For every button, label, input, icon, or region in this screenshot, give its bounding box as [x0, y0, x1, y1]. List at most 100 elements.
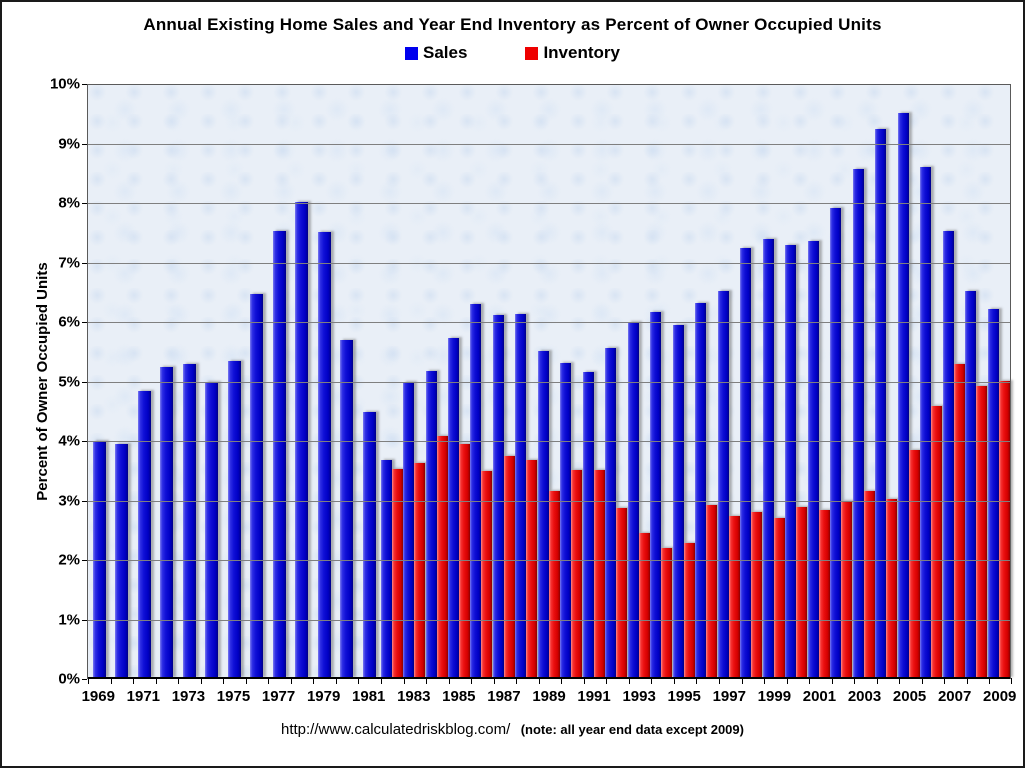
- bar-sales-2006: [920, 166, 932, 678]
- x-tick-19: [516, 678, 518, 684]
- x-tick-1: [110, 678, 112, 684]
- bar-sales-1982: [380, 460, 392, 678]
- legend: Sales Inventory: [2, 43, 1023, 63]
- x-tick-label-1985: 1985: [442, 688, 476, 705]
- year-slot-1990: [560, 85, 583, 678]
- x-tick-9: [290, 678, 292, 684]
- year-slot-2007: [942, 85, 965, 678]
- bar-sales-1979: [317, 231, 331, 678]
- x-tick-32: [809, 678, 811, 684]
- x-tick-15: [426, 678, 428, 684]
- year-slot-1986: [470, 85, 493, 678]
- year-slot-1974: [200, 85, 222, 678]
- bar-sales-1998: [740, 247, 752, 678]
- x-tick-label-1989: 1989: [532, 688, 566, 705]
- x-tick-27: [696, 678, 698, 684]
- bar-sales-1996: [695, 302, 707, 678]
- x-tick-39: [966, 678, 968, 684]
- gridline-5pct: [88, 382, 1010, 383]
- bar-inventory-2008: [976, 385, 988, 678]
- x-tick-label-1973: 1973: [171, 688, 206, 705]
- x-axis-tick-labels: 1969 1971 1973 1975 1977 1979 1981 1983 1985 1987…: [82, 688, 1017, 708]
- bar-inventory-1995: [683, 542, 695, 678]
- x-tick-11: [335, 678, 337, 684]
- x-tick-2: [133, 678, 135, 684]
- x-tick-0: [88, 678, 89, 684]
- y-tick-9: [82, 144, 87, 145]
- bar-inventory-1997: [728, 515, 740, 678]
- year-slot-1998: [740, 85, 763, 678]
- x-tick-26: [673, 678, 675, 684]
- inventory-swatch-icon: [525, 46, 539, 60]
- bar-inventory-1993: [638, 533, 650, 678]
- x-tick-16: [448, 678, 450, 684]
- x-tick-4: [178, 678, 180, 684]
- gridline-6pct: [88, 322, 1010, 323]
- gridline-3pct: [88, 501, 1010, 502]
- bar-sales-2008: [965, 291, 977, 678]
- x-tick-label-2007: 2007: [937, 688, 972, 705]
- x-tick-8: [268, 678, 270, 684]
- year-slot-1976: [245, 85, 267, 678]
- bar-sales-2009: [987, 308, 999, 678]
- y-tick-3: [82, 501, 87, 502]
- year-slot-1978: [290, 85, 312, 678]
- year-slot-1979: [313, 85, 335, 678]
- y-tick-label-2: 2%: [58, 551, 80, 569]
- year-slot-2009: [987, 85, 1010, 678]
- y-tick-label-9: 9%: [58, 135, 80, 153]
- bar-inventory-1996: [706, 505, 718, 678]
- year-slot-1988: [515, 85, 538, 678]
- x-tick-label-1997: 1997: [712, 688, 746, 705]
- x-tick-3: [155, 678, 157, 684]
- bar-sales-2002: [830, 207, 842, 678]
- bar-inventory-1994: [661, 548, 673, 678]
- year-slot-1980: [335, 85, 357, 678]
- x-tick-13: [380, 678, 382, 684]
- chart-footer: http://www.calculatedriskblog.com/ (note…: [2, 721, 1023, 739]
- bar-sales-1980: [340, 340, 354, 678]
- x-tick-label-1999: 1999: [757, 688, 792, 705]
- bar-sales-1999: [762, 238, 774, 678]
- x-tick-label-1975: 1975: [216, 688, 251, 705]
- bar-inventory-2007: [953, 363, 965, 678]
- year-slot-1969: [88, 85, 110, 678]
- x-tick-35: [876, 678, 878, 684]
- x-tick-21: [561, 678, 563, 684]
- bar-inventory-2000: [796, 507, 808, 678]
- year-slot-2003: [852, 85, 875, 678]
- bar-inventory-1985: [458, 444, 470, 678]
- year-slot-2001: [807, 85, 830, 678]
- x-tick-label-1993: 1993: [622, 688, 656, 705]
- year-slot-1993: [627, 85, 650, 678]
- x-tick-25: [651, 678, 653, 684]
- year-slot-1977: [268, 85, 290, 678]
- year-slot-1982: [380, 85, 403, 678]
- bar-sales-2004: [875, 129, 887, 678]
- x-tick-label-1983: 1983: [397, 688, 431, 705]
- x-tick-18: [493, 678, 495, 684]
- bar-inventory-1983: [414, 462, 426, 678]
- bar-inventory-1982: [391, 468, 403, 678]
- bar-inventory-2002: [841, 501, 853, 678]
- y-tick-label-5: 5%: [58, 373, 80, 391]
- y-tick-6: [82, 322, 87, 323]
- x-tick-label-1987: 1987: [487, 688, 521, 705]
- x-tick-7: [245, 678, 247, 684]
- year-slot-1987: [492, 85, 515, 678]
- year-slot-1985: [447, 85, 470, 678]
- bar-sales-1990: [560, 362, 572, 678]
- year-slot-1984: [425, 85, 448, 678]
- x-tick-14: [403, 678, 405, 684]
- bar-sales-2003: [852, 168, 864, 678]
- y-tick-1: [82, 620, 87, 621]
- bar-inventory-1991: [593, 470, 605, 678]
- y-tick-5: [82, 382, 87, 383]
- bar-inventory-1987: [503, 456, 515, 678]
- bar-sales-1984: [425, 370, 437, 678]
- x-tick-label-1979: 1979: [306, 688, 341, 705]
- x-tick-24: [628, 678, 630, 684]
- x-tick-20: [538, 678, 540, 684]
- x-tick-label-2001: 2001: [802, 688, 837, 705]
- year-slot-1983: [403, 85, 426, 678]
